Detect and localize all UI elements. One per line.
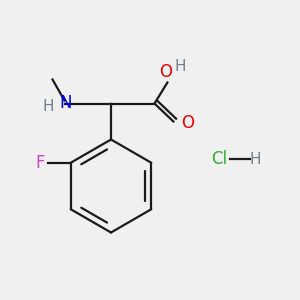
Text: H: H [175,59,186,74]
Text: H: H [249,152,261,166]
Text: O: O [159,63,172,81]
Text: O: O [181,114,194,132]
Text: Cl: Cl [211,150,227,168]
Text: H: H [42,99,54,114]
Text: F: F [35,154,45,172]
Text: N: N [60,94,72,112]
